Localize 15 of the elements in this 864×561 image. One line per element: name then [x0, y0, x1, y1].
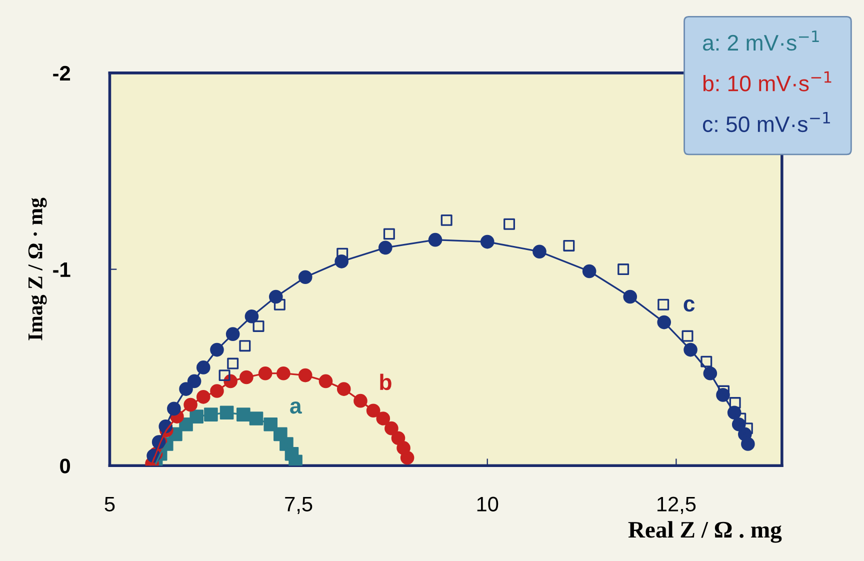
x-tick-label: 5 — [104, 496, 115, 512]
x-tick-label: 12,5 — [658, 496, 696, 514]
x-tick-label: 7,5 — [285, 496, 312, 514]
y-tick-label: -1 — [53, 262, 70, 277]
y-axis-title: Imag Z / Ω · mg — [28, 198, 47, 340]
x-axis-title: Real Z / Ω . mg — [628, 521, 782, 543]
text: b: 10 mV·s$^{−1}$ — [703, 71, 832, 92]
annotation: b — [380, 374, 392, 390]
y-tick-label: 0 — [60, 458, 70, 474]
annotation: c — [684, 299, 695, 312]
text: a: 2 mV·s$^{−1}$ — [702, 30, 819, 51]
x-tick-label: 10 — [477, 496, 498, 512]
text: c: 50 mV·s$^{−1}$ — [702, 112, 830, 132]
y-tick-label: -2 — [53, 66, 70, 80]
annotation: a — [290, 402, 302, 414]
